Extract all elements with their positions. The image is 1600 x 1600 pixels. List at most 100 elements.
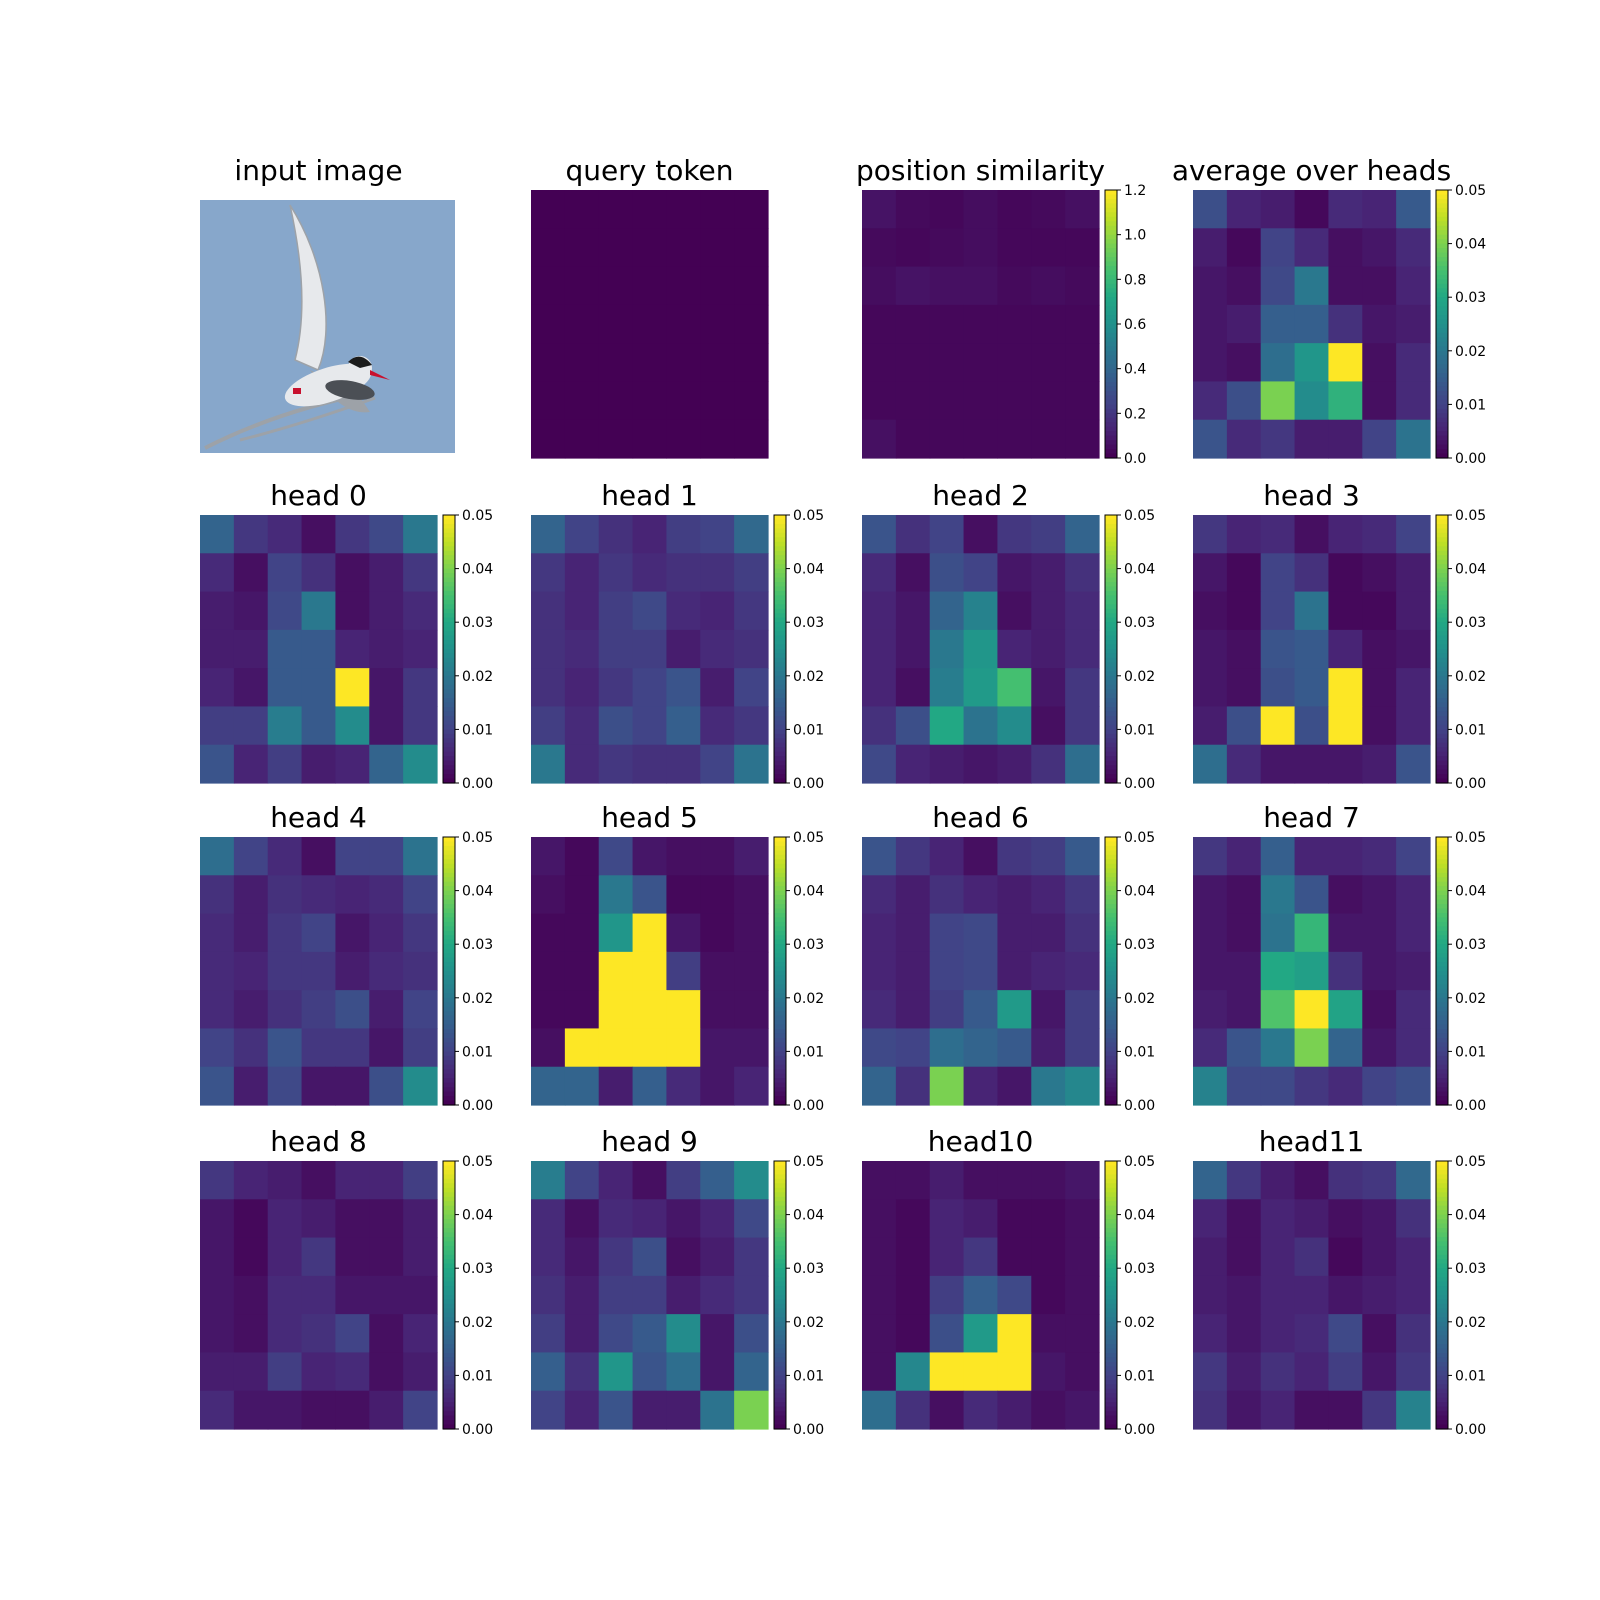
colorbar-segment [443,573,455,579]
colorbar-segment [1436,212,1448,218]
heatmap [531,1161,769,1430]
colorbar-segment [1105,1353,1117,1359]
colorbar-segment [443,962,455,968]
colorbar-tick-label: 0.04 [462,884,493,900]
colorbar-frame [773,1160,787,1430]
heatmap-cell [632,1066,668,1106]
colorbar-segment [1105,724,1117,730]
heatmap-cell [700,1066,735,1106]
colorbar-segment [1436,680,1448,686]
colorbar-segment [1105,283,1117,289]
heatmap-cell [666,1199,701,1239]
heatmap-cell [1294,228,1330,268]
heatmap-cell [666,1161,701,1200]
colorbar-segment [443,1357,455,1363]
heatmap-cell [531,1066,566,1106]
colorbar-segment [443,1228,455,1234]
panel-1: query token [531,154,769,459]
colorbar-segment [1436,555,1448,561]
colorbar-segment [1436,1366,1448,1372]
colorbar-segment [1436,1384,1448,1390]
heatmap-cell [895,228,931,268]
heatmap-cell [267,951,303,991]
heatmap-cell [267,990,303,1030]
heatmap-cell [564,875,600,915]
colorbar-segment [1105,1321,1117,1327]
colorbar-segment [774,724,786,730]
colorbar-segment [774,608,786,614]
heatmap-cell [1226,228,1262,268]
colorbar-segment [1105,395,1117,401]
heatmap-cell [1260,1390,1296,1430]
colorbar-segment [1105,1087,1117,1093]
colorbar-segment [1436,203,1448,209]
heatmap-cell [895,1066,931,1106]
colorbar-segment [1105,1228,1117,1234]
colorbar-segment [774,1192,786,1198]
heatmap-cell [1396,629,1431,669]
colorbar-segment [1436,1020,1448,1026]
heatmap-cell [1226,343,1262,383]
heatmap-cell [895,990,931,1030]
colorbar-segment [443,1165,455,1171]
colorbar: 0.000.010.020.030.040.05 [1435,830,1486,1114]
colorbar-tick-label: 0.01 [462,1368,493,1384]
colorbar-segment [443,988,455,994]
heatmap-cell [1065,1161,1100,1200]
colorbar-segment [1105,212,1117,218]
colorbar-segment [443,1232,455,1238]
panel-3: average over heads0.000.010.020.030.040.… [1172,154,1486,467]
colorbar-segment [1436,908,1448,914]
colorbar-segment [1436,337,1448,343]
heatmap-cell [1328,419,1363,459]
panel-title: head11 [1259,1125,1365,1158]
heatmap-cell [564,744,600,784]
colorbar-segment [1105,194,1117,200]
colorbar-segment [774,1096,786,1102]
heatmap-cell [200,1314,235,1354]
colorbar-segment [774,573,786,579]
heatmap [531,837,769,1106]
colorbar-segment [443,930,455,936]
heatmap-cell [929,1275,965,1315]
colorbar-segment [1436,346,1448,352]
colorbar-segment [1105,261,1117,267]
heatmap-cell [997,1066,1032,1106]
heatmap-cell [598,381,634,421]
colorbar-segment [1105,332,1117,338]
colorbar-segment [1436,1308,1448,1314]
colorbar-segment [1105,1205,1117,1211]
heatmap-cell [1328,837,1363,876]
colorbar-tick-label: 0.01 [1455,397,1486,413]
colorbar-segment [1436,417,1448,423]
colorbar-segment [774,859,786,865]
colorbar-segment [1105,315,1117,321]
colorbar-segment [1436,863,1448,869]
heatmap-cell [1260,629,1296,669]
heatmap-cell [1226,668,1262,708]
colorbar-tick-label: 0.05 [1124,1154,1155,1170]
heatmap-cell [666,875,701,915]
colorbar-segment [1436,408,1448,414]
panel-11: head 70.000.010.020.030.040.05 [1193,801,1486,1114]
colorbar-segment [443,904,455,910]
colorbar-segment [1436,774,1448,780]
heatmap-cell [997,1275,1032,1315]
colorbar-segment [1105,979,1117,985]
heatmap-cell [963,553,999,593]
heatmap-cell [267,837,303,876]
heatmap-cell [1362,190,1397,229]
heatmap-cell [403,1237,438,1277]
colorbar-tick-label: 0.00 [462,1098,493,1114]
heatmap-cell [632,875,668,915]
heatmap-cell [666,304,701,344]
heatmap-cell [531,419,566,459]
colorbar-segment [443,1183,455,1189]
heatmap-cell [666,837,701,876]
colorbar-segment [1436,912,1448,918]
heatmap-cell [1260,1161,1296,1200]
colorbar-tick-label: 0.6 [1124,317,1146,333]
colorbar-segment [1105,738,1117,744]
heatmap-cell [997,1161,1032,1200]
colorbar-segment [443,895,455,901]
